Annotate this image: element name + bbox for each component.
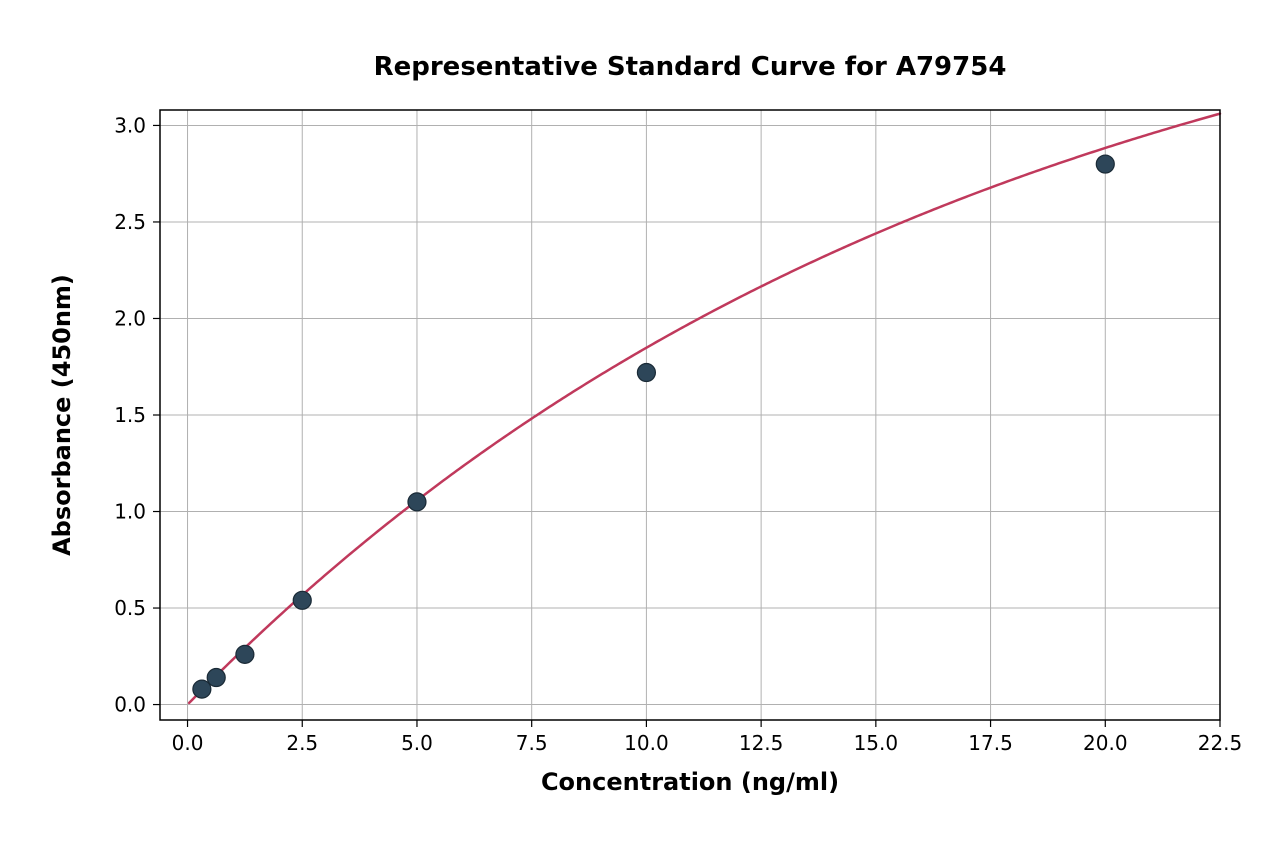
y-axis-label: Absorbance (450nm) [48,274,76,556]
data-point [207,669,225,687]
chart-title: Representative Standard Curve for A79754 [374,52,1007,82]
data-point [236,645,254,663]
x-tick-label: 22.5 [1198,731,1243,755]
data-point [1096,155,1114,173]
x-tick-label: 0.0 [172,731,204,755]
y-tick-label: 3.0 [114,113,146,137]
x-tick-label: 17.5 [968,731,1013,755]
y-tick-label: 1.5 [114,403,146,427]
x-tick-label: 20.0 [1083,731,1128,755]
x-axis-label: Concentration (ng/ml) [541,768,839,796]
y-tick-label: 0.5 [114,596,146,620]
y-tick-label: 2.0 [114,306,146,330]
chart-container: 0.0 2.5 5.0 7.5 10.0 12.5 15.0 17.5 20.0 22.5 0.0 0… [0,0,1280,845]
standard-curve-chart: 0.0 2.5 5.0 7.5 10.0 12.5 15.0 17.5 20.0 22.5 0.0 0… [0,0,1280,845]
x-tick-label: 12.5 [739,731,784,755]
y-tick-label: 2.5 [114,210,146,234]
x-tick-label: 2.5 [286,731,318,755]
data-point [408,493,426,511]
data-point [193,680,211,698]
x-tick-label: 15.0 [854,731,899,755]
y-tick-label: 0.0 [114,693,146,717]
x-tick-label: 10.0 [624,731,669,755]
x-tick-label: 7.5 [516,731,548,755]
data-point [637,364,655,382]
x-tick-label: 5.0 [401,731,433,755]
y-tick-label: 1.0 [114,500,146,524]
data-point [293,591,311,609]
